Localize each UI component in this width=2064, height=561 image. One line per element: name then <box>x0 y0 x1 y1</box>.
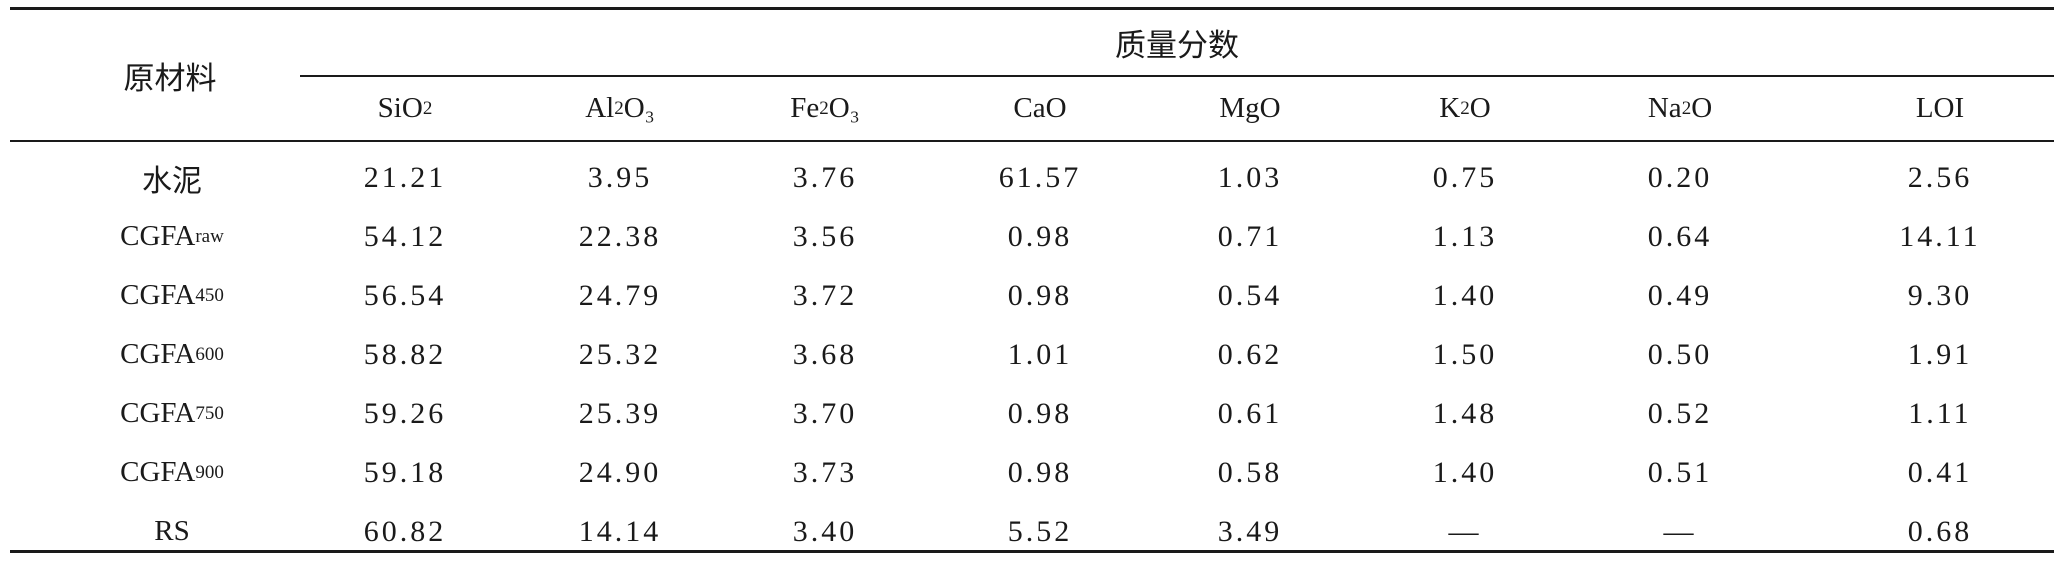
table-cell: 0.68 <box>1907 514 1973 548</box>
column-header-tail: O <box>1469 92 1491 124</box>
table-cell: 0.62 <box>1217 337 1283 371</box>
row-label-text: RS <box>154 515 190 547</box>
table-cell: 24.90 <box>578 455 662 489</box>
row-label: CGFA raw <box>120 220 224 252</box>
row-label-text: CGFA <box>120 397 196 429</box>
column-header: SiO 2 <box>377 92 433 124</box>
table-cell: 21.21 <box>363 160 447 194</box>
column-header-tail: O <box>1691 92 1713 124</box>
table-cell: 14.11 <box>1899 219 1981 253</box>
table-cell: 3.40 <box>792 514 858 548</box>
table-cell: 3.70 <box>792 396 858 430</box>
column-header-tail: O₃ <box>623 92 655 124</box>
column-header: Na 2 O <box>1647 92 1713 124</box>
table-cell: 1.40 <box>1432 278 1498 312</box>
table-cell: 9.30 <box>1907 278 1973 312</box>
table-cell: 0.75 <box>1432 160 1498 194</box>
table-cell: 24.79 <box>578 278 662 312</box>
table-top-rule <box>10 7 2054 10</box>
column-header-base: MgO <box>1219 92 1281 124</box>
table-cell: 5.52 <box>1007 514 1073 548</box>
table-cell: 0.61 <box>1217 396 1283 430</box>
table-cell: 1.50 <box>1432 337 1498 371</box>
row-label-text: CGFA <box>120 279 196 311</box>
table-cell: 0.41 <box>1907 455 1973 489</box>
table-cell: 59.26 <box>363 396 447 430</box>
table-cell: 1.01 <box>1007 337 1073 371</box>
table-cell: 14.14 <box>578 514 662 548</box>
table-cell: — <box>1448 514 1482 548</box>
table-cell: 1.40 <box>1432 455 1498 489</box>
column-header-base: Na <box>1647 92 1682 124</box>
table-cell: 3.73 <box>792 455 858 489</box>
row-label: RS <box>32 502 312 561</box>
table-cell: 3.95 <box>587 160 653 194</box>
column-header-base: SiO <box>377 92 423 124</box>
column-header-tail: O₃ <box>828 92 860 124</box>
column-header-base: LOI <box>1915 92 1965 124</box>
table-cell: 56.54 <box>363 278 447 312</box>
row-label-text: CGFA <box>120 220 196 252</box>
table-cell: 3.72 <box>792 278 858 312</box>
column-header-base: K <box>1439 92 1461 124</box>
table-cell: 0.50 <box>1647 337 1713 371</box>
table-cell: 25.39 <box>578 396 662 430</box>
table-cell: 3.68 <box>792 337 858 371</box>
table-cell: 0.52 <box>1647 396 1713 430</box>
table-cell: 1.03 <box>1217 160 1283 194</box>
column-header: Fe 2 O₃ <box>790 92 860 124</box>
table-cell: 3.49 <box>1217 514 1283 548</box>
row-label-text: CGFA <box>120 338 196 370</box>
table-cell: 1.91 <box>1907 337 1973 371</box>
table-cell: 1.13 <box>1432 219 1498 253</box>
table-cell: — <box>1663 514 1697 548</box>
table-cell: 0.51 <box>1647 455 1713 489</box>
table-cell: 0.64 <box>1647 219 1713 253</box>
table-cell: 1.48 <box>1432 396 1498 430</box>
table-cell: 0.98 <box>1007 278 1073 312</box>
row-label: CGFA 600 <box>120 338 224 370</box>
row-label: CGFA 900 <box>120 456 224 488</box>
table-cell: 3.76 <box>792 160 858 194</box>
row-label: CGFA 750 <box>120 397 224 429</box>
table-cell: 25.32 <box>578 337 662 371</box>
row-label: 水泥 <box>32 148 312 207</box>
column-header: Al 2 O₃ <box>585 92 655 124</box>
table-cell: 0.54 <box>1217 278 1283 312</box>
table-cell: 0.98 <box>1007 396 1073 430</box>
table-cell: 0.20 <box>1647 160 1713 194</box>
table-cell: 58.82 <box>363 337 447 371</box>
column-header: CaO <box>940 77 1140 140</box>
table-cell: 1.11 <box>1908 396 1972 430</box>
row-label-text: 水泥 <box>142 163 202 199</box>
table-cell: 54.12 <box>363 219 447 253</box>
table-cell: 2.56 <box>1907 160 1973 194</box>
column-header: LOI <box>1840 77 2040 140</box>
row-label: CGFA 450 <box>120 279 224 311</box>
table-cell: 0.98 <box>1007 455 1073 489</box>
table-cell: 60.82 <box>363 514 447 548</box>
table-cell: 61.57 <box>998 160 1082 194</box>
header-bottom-rule <box>10 140 2054 142</box>
table-cell: 59.18 <box>363 455 447 489</box>
table-cell: 22.38 <box>578 219 662 253</box>
column-header-base: Al <box>585 92 615 124</box>
table-cell: 0.49 <box>1647 278 1713 312</box>
row-header: 原材料 <box>123 60 217 97</box>
group-header: 质量分数 <box>1115 28 1239 64</box>
table-cell: 0.58 <box>1217 455 1283 489</box>
table-cell: 3.56 <box>792 219 858 253</box>
table-bottom-rule <box>10 550 2054 553</box>
column-header: MgO <box>1150 77 1350 140</box>
table-cell: 0.71 <box>1217 219 1283 253</box>
group-header-rule <box>300 75 2054 77</box>
row-label-text: CGFA <box>120 456 196 488</box>
column-header-base: CaO <box>1013 92 1067 124</box>
column-header-base: Fe <box>790 92 820 124</box>
table-cell: 0.98 <box>1007 219 1073 253</box>
